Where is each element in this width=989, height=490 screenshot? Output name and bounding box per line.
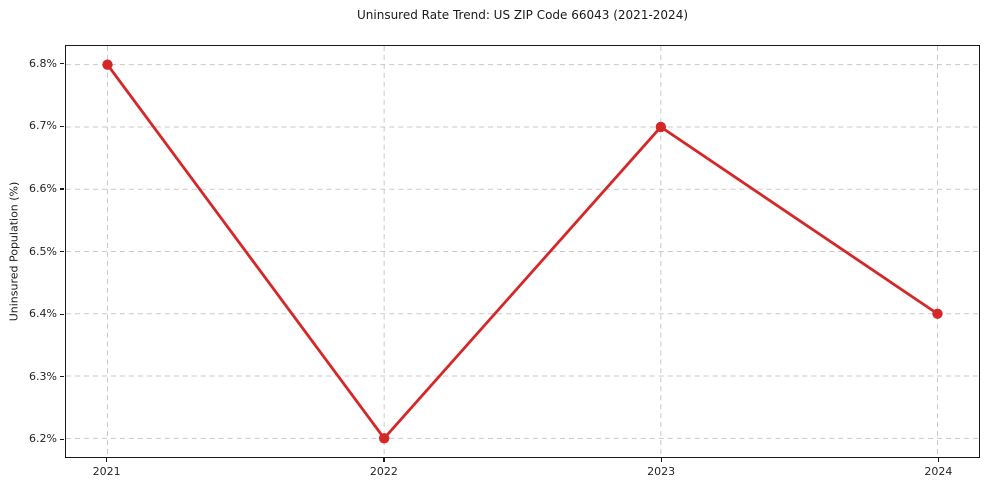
x-tick-label: 2021	[92, 465, 121, 478]
x-tick-mark	[383, 458, 385, 462]
y-tick-mark	[60, 63, 64, 65]
y-tick-mark	[60, 438, 64, 440]
y-tick-mark	[60, 251, 64, 253]
y-tick-label: 6.2%	[29, 432, 57, 446]
plot-area	[65, 45, 980, 458]
y-tick-mark	[60, 376, 64, 378]
x-tick-mark	[660, 458, 662, 462]
y-tick-mark	[60, 188, 64, 190]
chart-title: Uninsured Rate Trend: US ZIP Code 66043 …	[356, 8, 689, 22]
y-tick-label: 6.8%	[29, 56, 57, 70]
x-tick-label: 2023	[647, 465, 676, 478]
y-tick-label: 6.5%	[29, 244, 57, 258]
data-point	[932, 308, 943, 319]
y-tick-label: 6.4%	[29, 307, 57, 321]
line-chart	[66, 46, 979, 457]
data-point	[655, 121, 667, 133]
x-tick-label: 2024	[924, 465, 953, 478]
y-tick-label: 6.3%	[29, 369, 57, 383]
data-line	[106, 63, 939, 440]
x-tick-mark	[106, 458, 108, 462]
data-point	[102, 59, 113, 70]
data-point	[378, 433, 390, 444]
x-tick-mark	[937, 458, 940, 462]
y-tick-mark	[60, 125, 64, 128]
y-tick-mark	[60, 313, 64, 315]
x-tick-label: 2022	[369, 465, 398, 478]
y-tick-label: 6.6%	[29, 181, 57, 195]
y-tick-label: 6.7%	[29, 119, 57, 133]
